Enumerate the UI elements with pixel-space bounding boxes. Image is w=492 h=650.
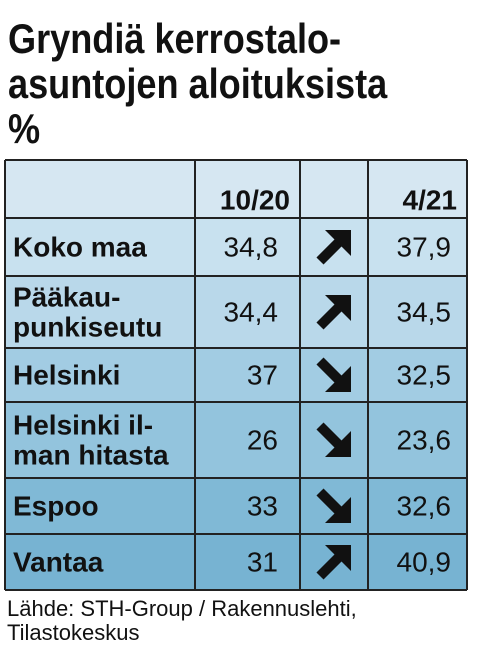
row-name: Pääkau-: [13, 281, 120, 312]
arrow-head: [325, 545, 351, 571]
row-bg: [5, 534, 467, 590]
row-name: Espoo: [13, 490, 99, 521]
trend-arrow: [316, 488, 351, 523]
title-line: Gryndiä kerrostalo-: [8, 17, 341, 63]
trend-arrow: [316, 422, 351, 457]
title-line: asuntojen aloituksista: [8, 62, 388, 108]
row-bg: [5, 478, 467, 534]
row-bg: [5, 348, 467, 402]
arrow-head: [325, 230, 351, 256]
arrow-shaft: [316, 237, 344, 265]
value-cell: 34,4: [224, 296, 279, 327]
row-name: punkiseutu: [13, 311, 162, 342]
row-bg: [5, 160, 467, 218]
trend-arrow: [316, 295, 351, 330]
row-bg: [5, 402, 467, 478]
title: Gryndiä kerrostalo-asuntojen aloituksist…: [8, 17, 388, 153]
arrow-shaft: [316, 357, 344, 385]
source-line: Lähde: STH-Group / Rakennuslehti,: [7, 596, 357, 621]
value-cell: 37: [247, 359, 278, 390]
value-cell: 40,9: [397, 546, 452, 577]
row-name: Koko maa: [13, 231, 147, 262]
row-bg: [5, 276, 467, 348]
value-cell: 33: [247, 490, 278, 521]
row-bg: [5, 218, 467, 276]
value-cell: 32,6: [397, 490, 452, 521]
value-cell: 23,6: [397, 424, 452, 455]
value-cell: 32,5: [397, 359, 452, 390]
row-name: Helsinki il-: [13, 409, 153, 440]
value-cell: 34,5: [397, 296, 452, 327]
arrow-shaft: [316, 552, 344, 580]
header-cell: 4/21: [403, 184, 458, 215]
arrow-head: [325, 366, 351, 392]
title-line: %: [8, 107, 40, 153]
trend-arrow: [316, 545, 351, 580]
value-cell: 26: [247, 424, 278, 455]
value-cell: 34,8: [224, 231, 279, 262]
source-line: Tilastokeskus: [7, 620, 139, 645]
arrow-shaft: [316, 422, 344, 450]
value-cell: 31: [247, 546, 278, 577]
arrow-shaft: [316, 488, 344, 516]
value-cell: 37,9: [397, 231, 452, 262]
arrow-head: [325, 497, 351, 523]
trend-arrow: [316, 230, 351, 265]
row-name: man hitasta: [13, 439, 169, 470]
header-cell: 10/20: [220, 184, 290, 215]
arrow-head: [325, 431, 351, 457]
arrow-shaft: [316, 302, 344, 330]
row-name: Vantaa: [13, 546, 104, 577]
arrow-head: [325, 295, 351, 321]
row-name: Helsinki: [13, 359, 120, 390]
trend-arrow: [316, 357, 351, 392]
